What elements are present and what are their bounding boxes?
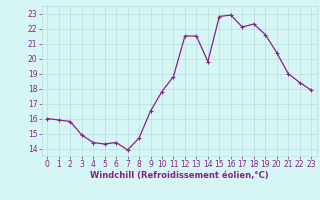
- X-axis label: Windchill (Refroidissement éolien,°C): Windchill (Refroidissement éolien,°C): [90, 171, 268, 180]
